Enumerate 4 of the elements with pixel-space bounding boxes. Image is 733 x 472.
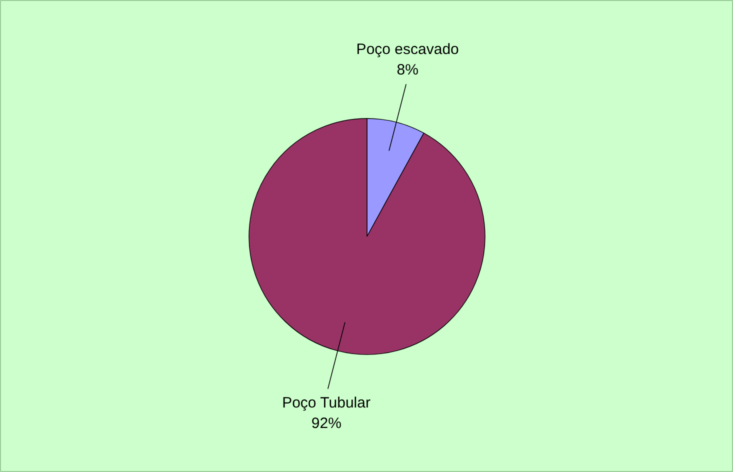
slice-label: Poço escavado — [356, 40, 459, 58]
slice-label: Poço Tubular — [282, 394, 370, 412]
data-label: 8% — [396, 61, 418, 78]
data-label: 92% — [311, 415, 342, 432]
